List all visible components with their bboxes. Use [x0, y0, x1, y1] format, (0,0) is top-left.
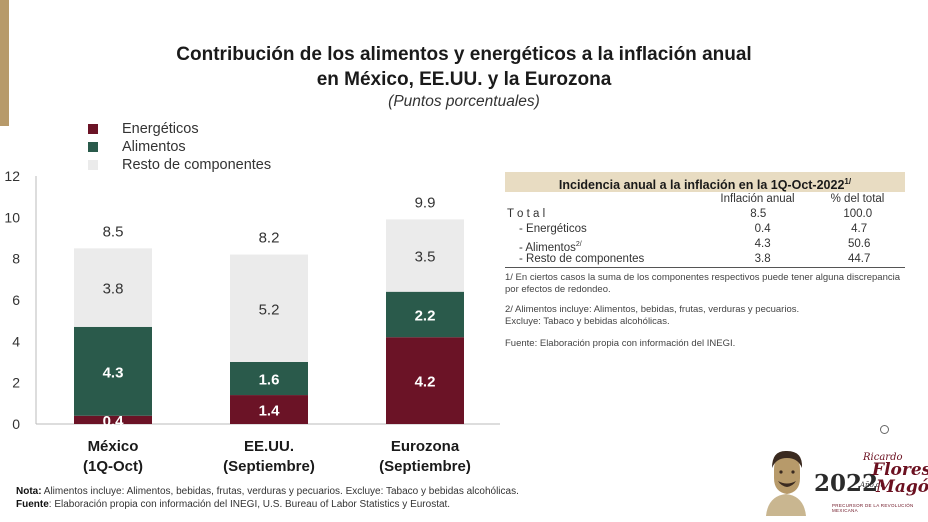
bar-segment-resto — [74, 248, 152, 327]
logo-name-magon: Magón — [876, 477, 928, 497]
category-label: México — [88, 438, 139, 455]
ricardo-flores-magon-logo: 2022 Ricardo Flores Año de Magón PRECURS… — [760, 448, 928, 516]
data-label-energeticos: 1.4 — [259, 403, 281, 420]
table-row-value: 4.3 — [754, 238, 771, 250]
bar-segment-energeticos — [386, 337, 464, 424]
y-tick-label: 4 — [12, 333, 20, 349]
table-title-text: Incidencia anual a la inflación en la 1Q… — [558, 178, 845, 193]
y-tick-label: 0 — [12, 416, 20, 432]
table-note-2a: 2/ Alimentos incluye: Alimentos, bebidas… — [505, 304, 800, 315]
table-row: - Energéticos 0.4 4.7 — [505, 222, 905, 237]
chart-subtitle: (Puntos porcentuales) — [388, 93, 540, 110]
footer-note-label: Nota: — [16, 486, 42, 497]
y-tick-label: 10 — [4, 209, 20, 225]
logo-ano: Año de — [860, 481, 885, 489]
table-header-inflacion: Inflación anual — [720, 193, 795, 205]
table-row-value: 8.5 — [750, 208, 767, 220]
table-title-sup: 1/ — [844, 177, 852, 186]
table-header-empty — [505, 192, 705, 207]
footer-source: Fuente: Elaboración propia con informaci… — [16, 499, 450, 510]
data-label-energeticos: 4.2 — [415, 374, 436, 391]
table-row-value: 3.8 — [754, 253, 771, 265]
y-tick-label: 12 — [4, 168, 20, 184]
total-label: 9.9 — [415, 194, 436, 211]
table-row-label-wrap: - Alimentos2/ — [505, 237, 712, 254]
incidencia-table: Incidencia anual a la inflación en la 1Q… — [505, 172, 905, 350]
legend-label-alimentos: Alimentos — [122, 139, 186, 155]
legend-swatch-alimentos — [88, 142, 98, 152]
table-row-label: - Resto de componentes — [519, 253, 645, 265]
y-tick-label: 2 — [12, 375, 20, 391]
category-label-sub: (Septiembre) — [223, 458, 315, 475]
table-header-row: Inflación anual % del total — [505, 192, 905, 207]
logo-name-first: Ricardo — [863, 452, 903, 463]
table-row: - Alimentos2/ 4.3 50.6 — [505, 237, 905, 254]
table-row-label: - Energéticos — [519, 223, 587, 235]
logo-name-flores: Flores — [872, 460, 928, 480]
chart-legend: Energéticos Alimentos Resto de component… — [88, 120, 271, 174]
logo-year: 2022 — [814, 470, 879, 497]
category-label: EE.UU. — [244, 438, 294, 455]
legend-swatch-energeticos — [88, 124, 98, 134]
data-label-resto: 3.5 — [415, 249, 436, 266]
bar-segment-alimentos — [386, 291, 464, 338]
data-label-alimentos: 1.6 — [259, 372, 280, 389]
bar-segment-alimentos — [74, 326, 152, 416]
portrait-icon — [760, 448, 812, 516]
data-label-resto: 5.2 — [259, 301, 280, 318]
total-label: 8.5 — [103, 223, 124, 240]
bar-segment-energeticos — [230, 395, 308, 424]
legend-item-resto: Resto de componentes — [88, 156, 271, 174]
table-row-label: - Alimentos — [519, 241, 576, 254]
bar-segment-energeticos — [74, 415, 152, 424]
table-title: Incidencia anual a la inflación en la 1Q… — [505, 172, 905, 192]
magnifier-icon — [880, 425, 889, 434]
left-accent-strip — [0, 0, 9, 126]
data-label-resto: 3.8 — [103, 281, 124, 298]
table-row-label: T o t a l — [507, 208, 546, 220]
table-row-pct: 4.7 — [851, 223, 868, 235]
table-row-pct: 44.7 — [847, 253, 871, 265]
data-label-alimentos: 2.2 — [415, 307, 436, 324]
table-row: - Resto de componentes 3.8 44.7 — [505, 252, 905, 268]
table-row-label-wrap: - Resto de componentes — [505, 252, 712, 267]
table-row-pct: 50.6 — [847, 238, 871, 250]
table-row-label-wrap: - Energéticos — [505, 222, 712, 237]
y-tick-label: 8 — [12, 251, 20, 267]
stacked-bar-chart: 0 2 4 6 8 10 12 0.4 4.3 3.8 8.5 México (1Q-Oct) 1.4 1.… — [4, 168, 500, 475]
footer-note: Nota: Alimentos incluye: Alimentos, bebi… — [16, 486, 519, 497]
footer-source-label: Fuente — [16, 499, 49, 510]
bar-segment-resto — [386, 219, 464, 292]
category-label-sub: (1Q-Oct) — [83, 458, 143, 475]
legend-item-alimentos: Alimentos — [88, 138, 271, 156]
data-label-energeticos: 0.4 — [103, 413, 125, 430]
chart-title-line1: Contribución de los alimentos y energéti… — [176, 44, 752, 65]
table-header-pct: % del total — [830, 193, 885, 205]
category-label: Eurozona — [391, 438, 460, 455]
legend-item-energeticos: Energéticos — [88, 120, 271, 138]
legend-label-resto: Resto de componentes — [122, 157, 272, 173]
footer-source-text: : Elaboración propia con información del… — [48, 499, 451, 510]
table-row-sup: 2/ — [575, 241, 582, 248]
table-row-pct: 100.0 — [843, 208, 873, 220]
table-row-value: 0.4 — [754, 223, 771, 235]
table-note-2b: Excluye: Tabaco y bebidas alcohólicas. — [505, 316, 670, 327]
bar-segment-alimentos — [230, 362, 308, 396]
table-note-1: 1/ En ciertos casos la suma de los compo… — [505, 272, 901, 295]
total-label: 8.2 — [259, 230, 280, 247]
data-label-alimentos: 4.3 — [103, 364, 124, 381]
footer-note-text: Alimentos incluye: Alimentos, bebidas, f… — [41, 486, 519, 497]
logo-tagline: PRECURSOR DE LA REVOLUCIÓN MEXICANA — [832, 503, 914, 513]
legend-label-energeticos: Energéticos — [122, 121, 199, 137]
y-tick-label: 6 — [12, 292, 20, 308]
bar-segment-resto — [230, 254, 308, 362]
chart-title-line2: en México, EE.UU. y la Eurozona — [316, 69, 612, 90]
legend-swatch-resto — [88, 160, 98, 170]
table-source: Fuente: Elaboración propia con informaci… — [505, 338, 736, 349]
table-row: T o t a l 8.5 100.0 — [505, 207, 905, 222]
category-label-sub: (Septiembre) — [379, 458, 471, 475]
